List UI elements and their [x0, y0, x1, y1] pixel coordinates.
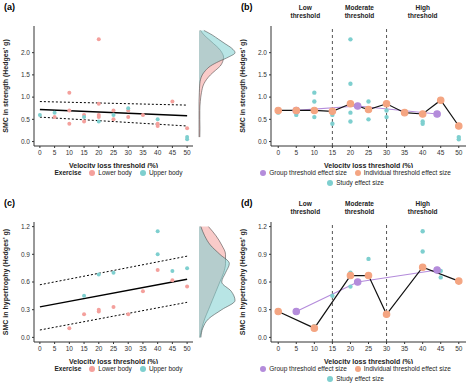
svg-text:0: 0 — [38, 149, 42, 156]
svg-text:15: 15 — [80, 345, 88, 352]
svg-text:0.6: 0.6 — [258, 278, 267, 285]
svg-text:50: 50 — [183, 345, 191, 352]
svg-text:Velocity loss threshold (%): Velocity loss threshold (%) — [69, 162, 158, 168]
svg-text:25: 25 — [365, 345, 373, 352]
svg-text:0.0: 0.0 — [258, 334, 267, 341]
svg-text:40: 40 — [154, 345, 162, 352]
svg-text:25: 25 — [110, 149, 118, 156]
svg-text:40: 40 — [419, 345, 427, 352]
svg-text:30: 30 — [125, 345, 133, 352]
svg-text:35: 35 — [139, 345, 147, 352]
svg-text:Highthreshold: Highthreshold — [408, 4, 438, 19]
html-text:(a): (a) — [4, 2, 15, 12]
html-text:(d): (d) — [241, 198, 253, 208]
svg-text:1.2: 1.2 — [21, 223, 30, 230]
svg-text:Velocity loss threshold (%): Velocity loss threshold (%) — [324, 358, 413, 364]
svg-text:0.5: 0.5 — [21, 116, 30, 123]
svg-text:0: 0 — [276, 149, 280, 156]
svg-text:40: 40 — [154, 149, 162, 156]
html-text:(c): (c) — [4, 198, 15, 208]
svg-text:5: 5 — [294, 149, 298, 156]
svg-text:25: 25 — [365, 149, 373, 156]
html-text:Group threshold effect size: Group threshold effect size — [269, 365, 347, 372]
svg-text:35: 35 — [401, 149, 409, 156]
html-text:Lower body: Lower body — [98, 169, 132, 176]
html-text:Upper body: Upper body — [148, 365, 183, 372]
svg-text:20: 20 — [347, 345, 355, 352]
svg-text:2.0: 2.0 — [21, 49, 30, 56]
svg-text:0.3: 0.3 — [21, 306, 30, 313]
svg-text:5: 5 — [294, 345, 298, 352]
svg-text:Moderatethreshold: Moderatethreshold — [345, 4, 375, 19]
svg-text:Velocity loss threshold (%): Velocity loss threshold (%) — [324, 162, 413, 168]
svg-text:50: 50 — [455, 149, 463, 156]
html-text:Exercise: Exercise — [54, 169, 82, 176]
svg-text:1.2: 1.2 — [258, 223, 267, 230]
svg-text:Lowthreshold: Lowthreshold — [290, 200, 320, 215]
svg-text:2.0: 2.0 — [258, 49, 267, 56]
svg-text:1.5: 1.5 — [21, 71, 30, 78]
svg-text:0: 0 — [276, 345, 280, 352]
svg-text:35: 35 — [139, 149, 147, 156]
html-text:Group threshold effect size: Group threshold effect size — [269, 169, 347, 176]
svg-text:45: 45 — [169, 149, 177, 156]
svg-text:30: 30 — [383, 149, 391, 156]
html-text:Exercise: Exercise — [54, 365, 82, 372]
svg-text:30: 30 — [125, 149, 133, 156]
svg-text:15: 15 — [80, 149, 88, 156]
svg-text:Highthreshold: Highthreshold — [408, 200, 438, 215]
svg-text:SMC in strength (Hedges' g): SMC in strength (Hedges' g) — [8, 39, 10, 132]
html-text:Study effect size: Study effect size — [336, 179, 384, 186]
svg-text:40: 40 — [419, 149, 427, 156]
svg-text:20: 20 — [95, 149, 103, 156]
html-text:(b): (b) — [241, 2, 253, 12]
svg-text:50: 50 — [455, 345, 463, 352]
svg-text:SMC in hypertrophy (Hedges' g): SMC in hypertrophy (Hedges' g) — [8, 229, 10, 335]
svg-text:0.9: 0.9 — [21, 251, 30, 258]
svg-text:0.9: 0.9 — [258, 251, 267, 258]
svg-text:0.0: 0.0 — [21, 138, 30, 145]
svg-text:15: 15 — [329, 345, 337, 352]
svg-text:0.6: 0.6 — [21, 278, 30, 285]
svg-text:0: 0 — [38, 345, 42, 352]
svg-text:30: 30 — [383, 345, 391, 352]
html-text:Upper body: Upper body — [148, 169, 183, 176]
svg-text:20: 20 — [347, 149, 355, 156]
svg-text:20: 20 — [95, 345, 103, 352]
html-text:Individual threshold effect si: Individual threshold effect size — [363, 169, 451, 176]
svg-text:SMC in strength (Hedges' g): SMC in strength (Hedges' g) — [239, 39, 247, 132]
svg-text:0.5: 0.5 — [258, 116, 267, 123]
html-text:Lower body: Lower body — [98, 365, 132, 372]
svg-text:10: 10 — [311, 345, 319, 352]
svg-text:1.0: 1.0 — [21, 93, 30, 100]
svg-text:Lowthreshold: Lowthreshold — [290, 4, 320, 19]
svg-text:15: 15 — [329, 149, 337, 156]
svg-text:50: 50 — [183, 149, 191, 156]
svg-text:0.0: 0.0 — [21, 334, 30, 341]
svg-text:25: 25 — [110, 345, 118, 352]
svg-text:Velocity loss threshold (%): Velocity loss threshold (%) — [69, 358, 158, 364]
html-text:Individual threshold effect si: Individual threshold effect size — [363, 365, 451, 372]
svg-text:10: 10 — [66, 345, 74, 352]
svg-text:10: 10 — [66, 149, 74, 156]
svg-text:35: 35 — [401, 345, 409, 352]
html-text:Study effect size: Study effect size — [336, 375, 384, 382]
svg-text:10: 10 — [311, 149, 319, 156]
svg-text:5: 5 — [53, 345, 57, 352]
svg-text:45: 45 — [437, 345, 445, 352]
svg-text:1.5: 1.5 — [258, 71, 267, 78]
svg-text:1.0: 1.0 — [258, 93, 267, 100]
svg-text:45: 45 — [437, 149, 445, 156]
svg-text:5: 5 — [53, 149, 57, 156]
svg-text:0.3: 0.3 — [258, 306, 267, 313]
svg-text:45: 45 — [169, 345, 177, 352]
svg-text:Moderatethreshold: Moderatethreshold — [345, 200, 375, 215]
svg-text:SMC in hypertrophy (Hedges' g): SMC in hypertrophy (Hedges' g) — [239, 229, 247, 335]
svg-text:0.0: 0.0 — [258, 138, 267, 145]
